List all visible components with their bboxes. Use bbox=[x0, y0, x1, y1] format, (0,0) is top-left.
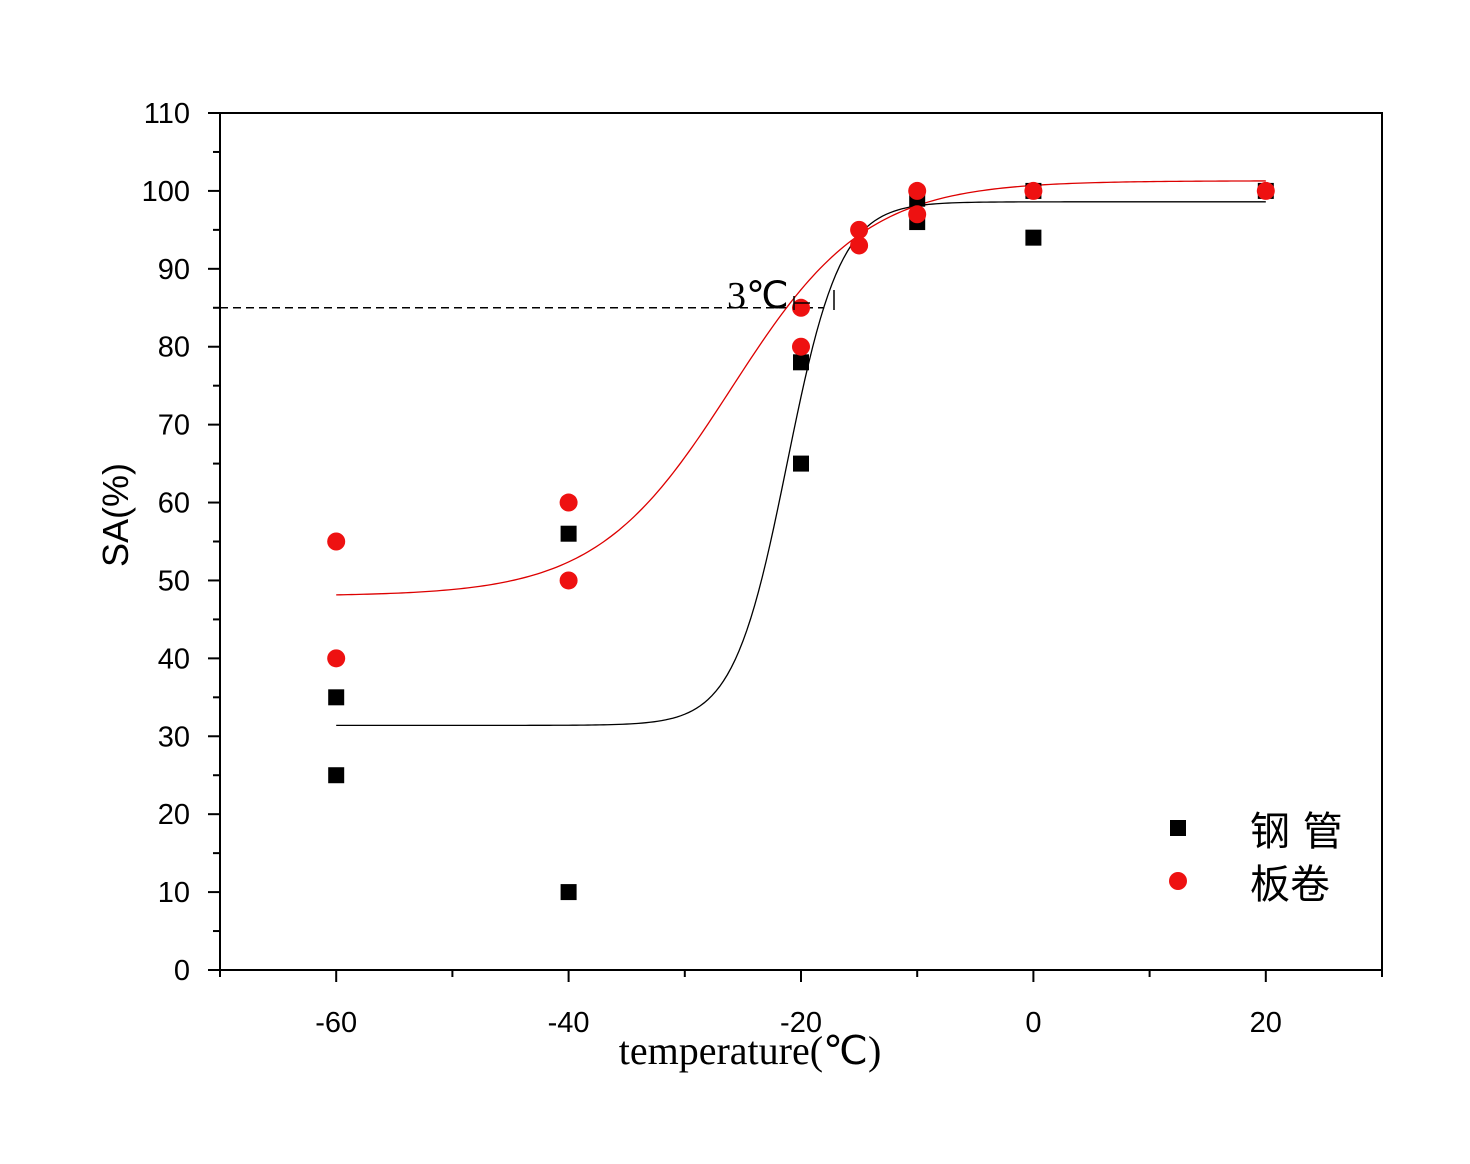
fit-curve-0 bbox=[336, 201, 1266, 727]
y-tick-label: 60 bbox=[158, 488, 190, 520]
point-series-1 bbox=[327, 532, 346, 551]
y-tick-label: 20 bbox=[158, 799, 190, 831]
y-tick-label: 110 bbox=[144, 98, 190, 130]
y-tick-label: 40 bbox=[158, 643, 190, 675]
x-axis-label: temperature(℃) bbox=[619, 1028, 882, 1073]
point-series-1 bbox=[1024, 181, 1043, 200]
point-series-1 bbox=[792, 337, 810, 356]
x-tick-label: -20 bbox=[780, 1007, 822, 1039]
legend-label-coil: 板卷 bbox=[1250, 862, 1330, 908]
legend-label-steel-pipe: 钢 管 bbox=[1250, 809, 1343, 855]
legend-marker-steel-pipe bbox=[1170, 820, 1186, 836]
y-tick-label: 50 bbox=[158, 565, 190, 597]
fit-curves bbox=[336, 180, 1266, 727]
x-tick-label: -60 bbox=[315, 1007, 357, 1039]
point-series-1 bbox=[850, 220, 869, 239]
point-series-0 bbox=[560, 525, 577, 542]
y-tick-label: 70 bbox=[158, 410, 190, 442]
x-tick-label: -40 bbox=[548, 1007, 590, 1039]
annotation-bracket bbox=[793, 290, 835, 310]
x-tick-label: 0 bbox=[1025, 1007, 1041, 1039]
data-points bbox=[327, 181, 1275, 901]
y-tick-label: 100 bbox=[142, 176, 190, 208]
point-series-1 bbox=[908, 181, 927, 200]
point-series-0 bbox=[793, 455, 809, 472]
point-series-1 bbox=[559, 571, 578, 590]
point-series-0 bbox=[560, 884, 577, 901]
y-tick-label: 0 bbox=[174, 955, 190, 987]
point-series-0 bbox=[328, 767, 345, 784]
point-series-1 bbox=[559, 493, 578, 512]
y-axis-label: SA(%) bbox=[95, 463, 136, 567]
point-series-0 bbox=[1025, 229, 1042, 246]
legend: 钢 管 板卷 bbox=[1169, 809, 1343, 908]
x-tick-label: 20 bbox=[1250, 1007, 1282, 1039]
y-tick-label: 80 bbox=[158, 332, 190, 364]
fit-curve-1 bbox=[336, 180, 1266, 596]
annotation-3c: 3℃ bbox=[727, 275, 789, 317]
axis-tick-labels: -60 -40 -20 0 20 0 10 20 30 40 50 60 70 80 90 100 110 bbox=[142, 98, 1282, 1039]
point-series-0 bbox=[793, 354, 809, 371]
plot-frame bbox=[219, 112, 1383, 971]
point-series-1 bbox=[850, 236, 869, 255]
legend-marker-coil bbox=[1169, 872, 1187, 890]
axis-ticks bbox=[208, 112, 1383, 982]
point-series-0 bbox=[328, 689, 345, 706]
y-tick-label: 30 bbox=[158, 721, 190, 753]
y-tick-label: 10 bbox=[158, 877, 190, 909]
y-tick-label: 90 bbox=[158, 254, 190, 286]
point-series-1 bbox=[1256, 181, 1275, 200]
point-series-1 bbox=[327, 649, 346, 668]
point-series-1 bbox=[908, 205, 927, 224]
